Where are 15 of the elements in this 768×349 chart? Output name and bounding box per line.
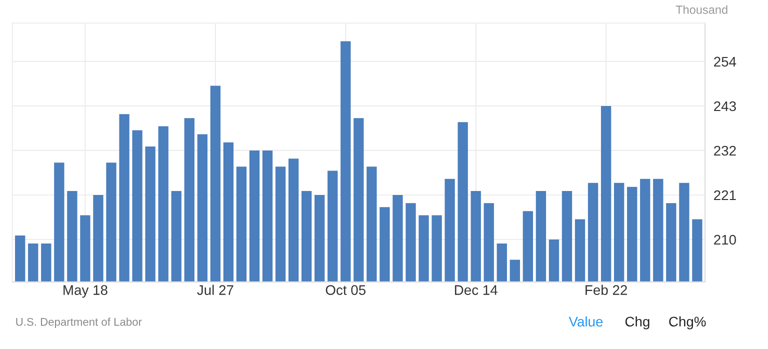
y-tick-label: 210 [714, 234, 736, 245]
x-tick-label: Dec 14 [454, 285, 498, 295]
text: Chg% [669, 316, 706, 330]
y-tick-label: 254 [714, 56, 736, 67]
y-tick-label: 243 [714, 101, 736, 112]
text: Chg [625, 316, 650, 330]
y-axis-title: Thousand [676, 5, 728, 14]
text: U.S. Department of Labor [16, 318, 142, 328]
x-tick-label: May 18 [64, 285, 108, 298]
y-tick-label: 232 [714, 146, 736, 156]
x-tick-label: Feb 22 [586, 284, 627, 295]
x-tick-label: Jul 27 [197, 284, 234, 295]
x-tick-label: Oct 05 [326, 285, 366, 295]
text: Value [568, 316, 603, 327]
y-tick-label: 221 [714, 190, 736, 200]
